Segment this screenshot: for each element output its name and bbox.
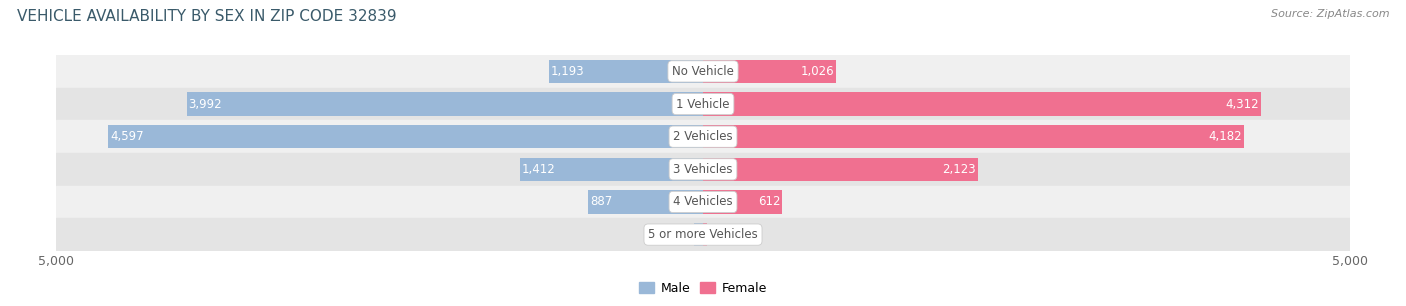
Bar <box>703 60 835 83</box>
Text: 1,026: 1,026 <box>800 65 834 78</box>
Text: 4 Vehicles: 4 Vehicles <box>673 196 733 208</box>
Text: 4,312: 4,312 <box>1226 98 1260 110</box>
Bar <box>56 218 1350 251</box>
Bar <box>548 60 703 83</box>
Bar <box>56 153 1350 186</box>
Text: 4,182: 4,182 <box>1209 130 1243 143</box>
Legend: Male, Female: Male, Female <box>634 277 772 300</box>
Text: No Vehicle: No Vehicle <box>672 65 734 78</box>
Text: 3,992: 3,992 <box>188 98 222 110</box>
Text: VEHICLE AVAILABILITY BY SEX IN ZIP CODE 32839: VEHICLE AVAILABILITY BY SEX IN ZIP CODE … <box>17 9 396 24</box>
Bar <box>56 120 1350 153</box>
Text: 1,412: 1,412 <box>522 163 555 176</box>
Bar <box>703 158 977 181</box>
Text: 887: 887 <box>591 196 612 208</box>
Bar <box>693 223 703 246</box>
Text: 1,193: 1,193 <box>550 65 583 78</box>
Bar <box>187 92 703 116</box>
Text: 612: 612 <box>758 196 780 208</box>
Bar <box>588 190 703 214</box>
Bar <box>703 190 782 214</box>
Bar <box>703 125 1244 148</box>
Bar <box>703 92 1261 116</box>
Bar <box>56 55 1350 88</box>
Text: 2,123: 2,123 <box>942 163 976 176</box>
Text: 33: 33 <box>709 228 724 241</box>
Text: 72: 72 <box>678 228 692 241</box>
Text: 2 Vehicles: 2 Vehicles <box>673 130 733 143</box>
Bar <box>520 158 703 181</box>
Bar <box>56 186 1350 218</box>
Text: 3 Vehicles: 3 Vehicles <box>673 163 733 176</box>
Bar <box>56 88 1350 120</box>
Bar <box>108 125 703 148</box>
Bar <box>703 223 707 246</box>
Text: 4,597: 4,597 <box>110 130 143 143</box>
Text: 5 or more Vehicles: 5 or more Vehicles <box>648 228 758 241</box>
Text: 1 Vehicle: 1 Vehicle <box>676 98 730 110</box>
Text: Source: ZipAtlas.com: Source: ZipAtlas.com <box>1271 9 1389 19</box>
